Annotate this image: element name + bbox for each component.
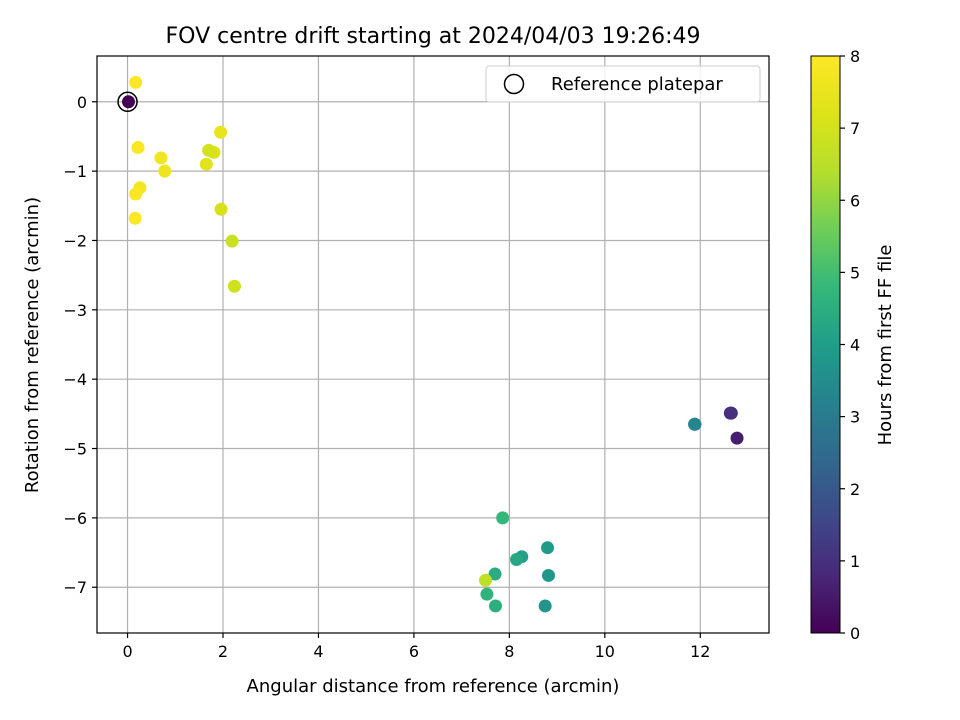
scatter-point [158, 164, 172, 178]
legend-label: Reference platepar [551, 74, 723, 95]
x-tick-label: 4 [313, 642, 323, 661]
x-tick-label: 8 [504, 642, 514, 661]
x-tick-label: 0 [122, 642, 132, 661]
scatter-point [199, 157, 213, 171]
colorbar-label: Hours from first FF file [875, 245, 896, 446]
data-points [117, 75, 744, 613]
scatter-point [723, 406, 737, 420]
scatter-point [489, 599, 503, 613]
x-tick-label: 12 [690, 642, 710, 661]
legend-marker [503, 73, 525, 95]
colorbar-tick-label: 6 [850, 191, 860, 210]
y-tick-label: 0 [77, 93, 87, 112]
x-tick-label: 10 [595, 642, 615, 661]
axis-ticks: 0 2 4 6 8 10 12 0 −1 −2 −3 −4 −5 −6 −7 [63, 93, 710, 661]
legend: Reference platepar [485, 65, 761, 103]
legend-box [485, 65, 761, 103]
colorbar-gradient [810, 55, 841, 634]
scatter-point [479, 573, 492, 587]
y-tick-label: −4 [63, 370, 87, 389]
y-tick-label: −2 [63, 231, 87, 250]
scatter-point [730, 431, 744, 445]
scatter-point [541, 541, 555, 555]
colorbar-ticks: 0 1 2 3 4 5 6 7 8 [840, 47, 860, 643]
colorbar-tick-label: 0 [850, 624, 860, 643]
colorbar-tick-label: 8 [850, 47, 860, 66]
scatter-point [538, 599, 552, 613]
scatter-point [129, 187, 143, 201]
x-tick-label: 2 [218, 642, 228, 661]
colorbar-tick-label: 3 [850, 408, 860, 427]
scatter-point [154, 151, 168, 165]
colorbar-tick-label: 4 [850, 336, 860, 355]
colorbar-tick-label: 1 [850, 552, 860, 571]
y-tick-label: −6 [63, 509, 87, 528]
scatter-point [122, 95, 135, 109]
scatter-point [129, 75, 143, 89]
colorbar-tick-label: 5 [850, 263, 860, 282]
scatter-point [214, 202, 228, 216]
scatter-point [542, 568, 555, 582]
scatter-point [488, 567, 502, 581]
x-axis-label: Angular distance from reference (arcmin) [247, 676, 620, 697]
colorbar-tick-label: 2 [850, 480, 860, 499]
scatter-point [227, 279, 241, 293]
reference-platepar-marker [117, 91, 138, 113]
y-tick-label: −3 [63, 301, 87, 320]
x-tick-label: 6 [409, 642, 419, 661]
y-tick-label: −1 [63, 162, 87, 181]
plot-frame [96, 55, 770, 634]
scatter-point [225, 234, 239, 248]
chart-title: FOV centre drift starting at 2024/04/03 … [166, 24, 701, 49]
grid-lines [97, 56, 769, 633]
scatter-point [214, 125, 228, 139]
scatter-point [480, 587, 494, 601]
scatter-point [202, 143, 216, 157]
scatter-point [688, 417, 702, 431]
colorbar: 0 1 2 3 4 5 6 7 8 Hours from first FF file [810, 47, 896, 643]
scatter-point [128, 211, 142, 225]
y-tick-label: −7 [63, 578, 87, 597]
scatter-point [510, 552, 524, 566]
y-axis-label: Rotation from reference (arcmin) [22, 197, 43, 493]
colorbar-tick-label: 7 [850, 119, 860, 138]
y-tick-label: −5 [63, 440, 87, 459]
scatter-point [496, 511, 510, 525]
scatter-point [131, 141, 145, 155]
